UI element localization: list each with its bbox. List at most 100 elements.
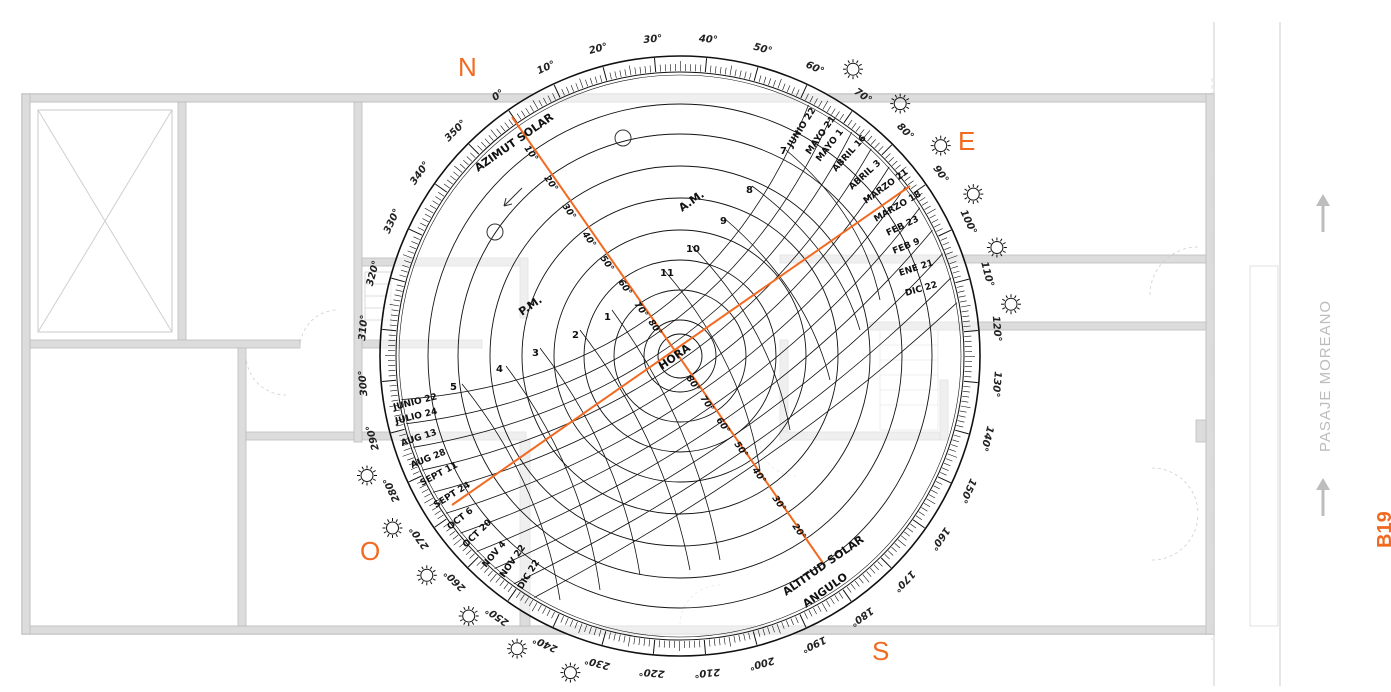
- azimuth-tick: [654, 58, 657, 73]
- azimuth-tick: [762, 628, 766, 636]
- azimuth-tick: [614, 71, 617, 79]
- date-curves: [401, 104, 958, 598]
- hour-curves: [461, 149, 881, 601]
- azimuth-tick: [949, 261, 957, 264]
- azimuth-tick: [910, 523, 917, 529]
- azimuth-tick: [880, 557, 892, 569]
- azimuth-tick: [809, 95, 814, 103]
- azimuth-tick: [699, 640, 701, 648]
- azimuth-tick: [955, 278, 970, 284]
- azimuth-tick: [449, 530, 456, 536]
- azimuth-tick: [624, 69, 627, 77]
- azimuth-tick: [901, 535, 907, 541]
- azimuth-tick: [870, 139, 877, 145]
- hour-curve: [579, 329, 691, 571]
- azimuth-label: 230°: [583, 654, 611, 671]
- azimuth-tick: [777, 78, 782, 89]
- azimuth-tick: [467, 556, 479, 568]
- azimuth-tick: [408, 475, 422, 483]
- azimuth-tick: [943, 462, 951, 467]
- azimuth-label: 250°: [484, 604, 511, 628]
- azimuth-tick: [826, 105, 832, 113]
- azimuth-label: 120°: [990, 315, 1003, 342]
- hour-label: 8: [746, 185, 753, 196]
- azimuth-label: 10°: [535, 59, 557, 77]
- azimuth-tick: [714, 66, 717, 74]
- azimuth-tick: [962, 315, 970, 318]
- sun-path-chart: 0°10°20°30° 40°50°60°70°80°90°100°110°120…: [357, 33, 1021, 683]
- azimuth-tick: [962, 320, 970, 323]
- azimuth-tick: [538, 100, 543, 107]
- azimuth-tick: [963, 380, 978, 384]
- azimuth-tick: [443, 522, 450, 528]
- azimuth-tick: [644, 66, 647, 74]
- azimuth-tick: [826, 600, 831, 607]
- azimuth-tick: [931, 219, 939, 223]
- azimuth-tick: [489, 573, 497, 582]
- azimuth-tick: [396, 284, 404, 287]
- azimuth-tick: [463, 159, 469, 166]
- azimuth-tick: [782, 83, 786, 91]
- azimuth-tick: [786, 85, 791, 93]
- azimuth-tick: [817, 605, 822, 612]
- azimuth-tick: [813, 607, 817, 615]
- azimuth-tick: [634, 67, 637, 75]
- sun-icon: [382, 518, 403, 538]
- azimuth-tick: [947, 255, 958, 260]
- azimuth-tick: [862, 574, 870, 583]
- azimuth-tick: [758, 75, 762, 83]
- azimuth-tick: [454, 165, 463, 173]
- azimuth-label: 20°: [588, 41, 609, 56]
- azimuth-tick: [926, 208, 936, 215]
- sun-icon: [843, 59, 863, 80]
- azimuth-tick: [395, 289, 403, 292]
- azimuth-tick: [831, 108, 836, 115]
- azimuth-tick: [608, 632, 611, 640]
- azimuth-tick: [733, 635, 736, 643]
- azimuth-tick: [873, 564, 880, 571]
- azimuth-ticks: [382, 58, 978, 654]
- azimuth-tick: [800, 84, 808, 99]
- azimuth-tick: [649, 65, 651, 73]
- azimuth-tick: [739, 70, 742, 78]
- azimuth-tick: [947, 453, 958, 458]
- azimuth-tick: [537, 604, 542, 612]
- azimuth-tick: [936, 228, 943, 232]
- azimuth-tick: [453, 538, 462, 546]
- date-curve: [406, 117, 832, 425]
- azimuth-label: 310°: [357, 314, 370, 341]
- azimuth-label: 220°: [638, 666, 665, 679]
- azimuth-tick: [944, 246, 952, 250]
- azimuth-tick: [846, 586, 852, 593]
- azimuth-tick: [584, 625, 587, 632]
- azimuth-tick: [561, 88, 565, 96]
- azimuth-tick: [723, 637, 726, 645]
- azimuth-tick: [389, 404, 400, 407]
- azimuth-tick: [424, 213, 432, 218]
- azimuth-tick: [786, 620, 790, 628]
- hour-curve: [691, 245, 791, 431]
- hour-curve: [723, 217, 831, 381]
- azimuth-tick: [639, 66, 642, 74]
- azimuth-tick: [402, 452, 413, 457]
- azimuth-tick: [956, 285, 964, 288]
- azimuth-tick: [565, 617, 569, 625]
- azimuth-tick: [877, 561, 883, 567]
- azimuth-tick: [898, 166, 907, 174]
- sun-icon: [930, 135, 951, 156]
- azimuth-tick: [821, 602, 828, 612]
- azimuth-tick: [468, 143, 480, 155]
- azimuth-tick: [870, 567, 876, 574]
- azimuth-tick: [790, 618, 794, 626]
- azimuth-tick: [400, 438, 408, 442]
- azimuth-tick: [390, 428, 405, 434]
- arrow-icon: [503, 187, 523, 207]
- azimuth-tick: [391, 399, 399, 402]
- azimuth-tick: [393, 409, 401, 412]
- hour-label: 11: [660, 268, 674, 279]
- azimuth-tick: [791, 87, 795, 95]
- azimuth-tick: [960, 405, 971, 408]
- azimuth-tick: [940, 472, 947, 476]
- azimuth-tick: [411, 241, 419, 245]
